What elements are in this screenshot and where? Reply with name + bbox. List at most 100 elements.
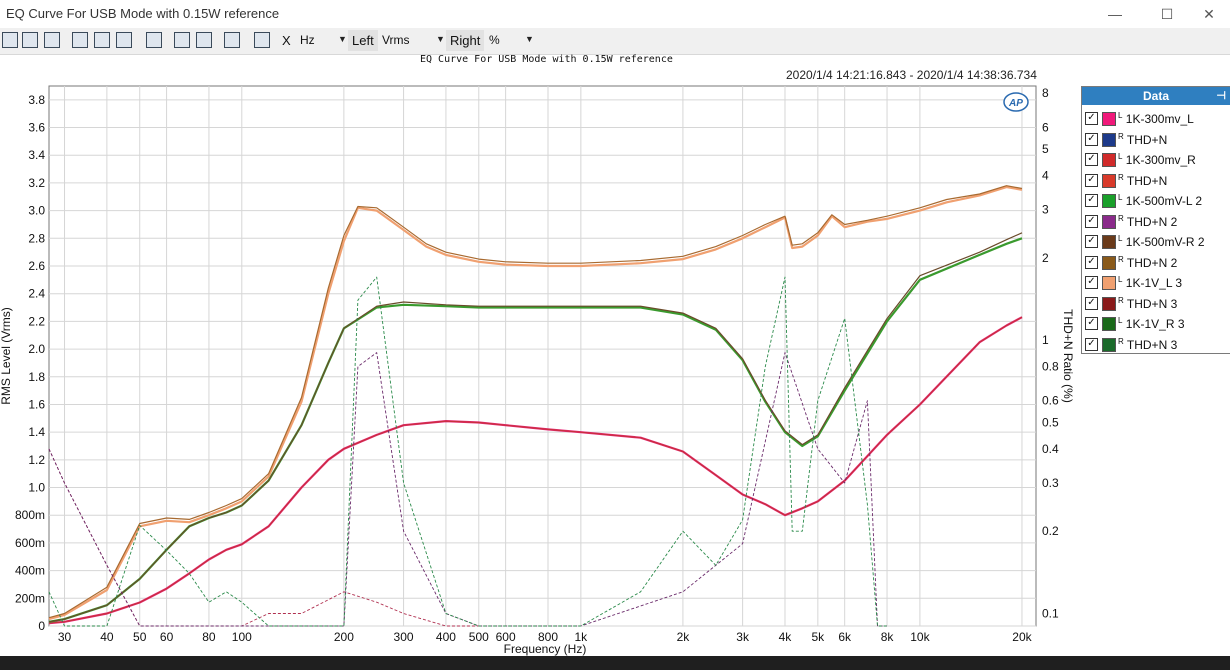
function-icon[interactable] bbox=[224, 32, 240, 48]
legend-checkbox[interactable]: ✓ bbox=[1085, 214, 1098, 228]
x-tick-label: 20k bbox=[1012, 630, 1032, 644]
legend-checkbox[interactable]: ✓ bbox=[1085, 296, 1098, 310]
pin-icon[interactable]: ⊣ bbox=[1216, 90, 1226, 102]
legend-checkbox[interactable]: ✓ bbox=[1085, 173, 1098, 187]
y-tick-label: 2.0 bbox=[28, 342, 45, 356]
legend-series-name: 1K-1V_L 3 bbox=[1122, 276, 1183, 290]
table-icon[interactable] bbox=[174, 32, 190, 48]
legend-item[interactable]: ✓ R THD+N 3 bbox=[1085, 335, 1229, 355]
legend-checkbox[interactable]: ✓ bbox=[1085, 317, 1098, 330]
y2-tick-label: 1 bbox=[1042, 333, 1049, 347]
legend-checkbox[interactable]: ✓ bbox=[1085, 337, 1098, 351]
legend-item[interactable]: ✓ L 1K-300mv_R bbox=[1085, 150, 1229, 170]
right-unit-chevron-down-icon[interactable]: ▼ bbox=[525, 34, 534, 44]
y-tick-label: 1.6 bbox=[28, 397, 45, 411]
right-unit-select[interactable]: % bbox=[489, 33, 500, 47]
x-axis-label: X bbox=[282, 33, 291, 48]
legend-color-swatch bbox=[1102, 276, 1116, 290]
y2-tick-label: 0.1 bbox=[1042, 606, 1059, 620]
legend-item[interactable]: ✓ R THD+N 3 bbox=[1085, 294, 1229, 314]
window-title: EQ Curve For USB Mode with 0.15W referen… bbox=[6, 6, 280, 21]
legend-checkbox[interactable]: ✓ bbox=[1085, 194, 1098, 207]
left-unit-chevron-down-icon[interactable]: ▼ bbox=[436, 34, 445, 44]
x-tick-label: 200 bbox=[334, 630, 354, 644]
legend-label: R THD+N bbox=[1118, 173, 1167, 188]
y2-tick-label: 3 bbox=[1042, 203, 1049, 217]
save-icon[interactable] bbox=[2, 32, 18, 48]
legend-series-name: THD+N 3 bbox=[1123, 296, 1178, 311]
legend-checkbox[interactable]: ✓ bbox=[1085, 276, 1098, 289]
x-tick-label: 50 bbox=[133, 630, 147, 644]
legend-color-swatch bbox=[1102, 153, 1116, 167]
legend-label: R THD+N 3 bbox=[1118, 337, 1177, 352]
plot-area bbox=[48, 85, 1037, 627]
legend-checkbox[interactable]: ✓ bbox=[1085, 112, 1098, 125]
legend-channel: L bbox=[1118, 193, 1123, 202]
x-tick-label: 100 bbox=[232, 630, 252, 644]
legend-color-swatch bbox=[1102, 296, 1116, 311]
zoom-icon[interactable] bbox=[72, 32, 88, 48]
legend-item[interactable]: ✓ L 1K-500mV-R 2 bbox=[1085, 232, 1229, 252]
crosshair-icon[interactable] bbox=[146, 32, 162, 48]
legend-header: Data ⊣ bbox=[1082, 87, 1230, 105]
x-tick-label: 500 bbox=[469, 630, 489, 644]
x-axis-title: Frequency (Hz) bbox=[504, 642, 587, 656]
legend-channel: R bbox=[1118, 131, 1124, 141]
print-icon[interactable] bbox=[44, 32, 60, 48]
y-tick-label: 200m bbox=[15, 591, 45, 605]
legend-series-name: 1K-300mv_L bbox=[1122, 112, 1194, 126]
legend-channel: L bbox=[1118, 111, 1123, 120]
x-unit-chevron-down-icon[interactable]: ▼ bbox=[338, 34, 347, 44]
data-legend-panel: Data ⊣ ✓ L 1K-300mv_L ✓ R THD+N ✓ L 1K-300mv_… bbox=[1081, 86, 1230, 354]
minimize-button[interactable]: — bbox=[1108, 6, 1122, 22]
x-unit-select[interactable]: Hz bbox=[300, 33, 315, 47]
legend-checkbox[interactable]: ✓ bbox=[1085, 255, 1098, 269]
fit-icon[interactable] bbox=[116, 32, 132, 48]
legend-color-swatch bbox=[1102, 235, 1116, 249]
y-tick-label: 2.2 bbox=[28, 314, 45, 328]
y2-tick-label: 0.3 bbox=[1042, 476, 1059, 490]
axis-ticks: 30 40 50 60 80 100 200 300 400 500 600 800 1k 2k 3k 4k 5… bbox=[15, 86, 1059, 644]
legend-item[interactable]: ✓ L 1K-1V_R 3 bbox=[1085, 314, 1229, 334]
close-button[interactable]: ✕ bbox=[1203, 6, 1215, 22]
legend-series-name: 1K-500mV-L 2 bbox=[1122, 194, 1203, 208]
left-unit-select[interactable]: Vrms bbox=[382, 33, 410, 47]
legend-item[interactable]: ✓ L 1K-500mV-L 2 bbox=[1085, 191, 1229, 211]
legend-color-swatch bbox=[1102, 337, 1116, 352]
legend-channel: L bbox=[1118, 316, 1123, 325]
legend-series-name: THD+N 2 bbox=[1123, 255, 1178, 270]
save-as-icon[interactable] bbox=[22, 32, 38, 48]
legend-item[interactable]: ✓ L 1K-300mv_L bbox=[1085, 109, 1229, 129]
legend-channel: L bbox=[1118, 152, 1123, 161]
legend-item[interactable]: ✓ R THD+N 2 bbox=[1085, 212, 1229, 232]
legend-item[interactable]: ✓ R THD+N bbox=[1085, 130, 1229, 150]
y-tick-label: 1.8 bbox=[28, 370, 45, 384]
y2-tick-label: 5 bbox=[1042, 142, 1049, 156]
legend-channel: R bbox=[1118, 172, 1124, 182]
legend-label: R THD+N 2 bbox=[1118, 255, 1177, 270]
x-tick-label: 40 bbox=[100, 630, 114, 644]
legend-checkbox[interactable]: ✓ bbox=[1085, 153, 1098, 166]
legend-item[interactable]: ✓ L 1K-1V_L 3 bbox=[1085, 273, 1229, 293]
x-tick-label: 3k bbox=[736, 630, 750, 644]
window-titlebar: EQ Curve For USB Mode with 0.15W referen… bbox=[0, 0, 1230, 28]
legend-checkbox[interactable]: ✓ bbox=[1085, 132, 1098, 146]
legend-item[interactable]: ✓ R THD+N bbox=[1085, 171, 1229, 191]
x-tick-label: 400 bbox=[436, 630, 456, 644]
legend-color-swatch bbox=[1102, 173, 1116, 188]
legend-series-name: 1K-1V_R 3 bbox=[1122, 317, 1185, 331]
y2-tick-label: 0.8 bbox=[1042, 360, 1059, 374]
legend-label: L 1K-300mv_R bbox=[1118, 152, 1196, 167]
settings-icon[interactable] bbox=[254, 32, 270, 48]
right-axis-button[interactable]: Right bbox=[446, 30, 485, 51]
graph-options-icon[interactable] bbox=[196, 32, 212, 48]
pan-icon[interactable] bbox=[94, 32, 110, 48]
legend-checkbox[interactable]: ✓ bbox=[1085, 235, 1098, 248]
legend-channel: L bbox=[1118, 275, 1123, 284]
left-axis-button[interactable]: Left bbox=[348, 30, 378, 51]
legend-item[interactable]: ✓ R THD+N 2 bbox=[1085, 253, 1229, 273]
legend-color-swatch bbox=[1102, 317, 1116, 331]
maximize-button[interactable]: ☐ bbox=[1160, 6, 1174, 22]
y-tick-label: 3.2 bbox=[28, 176, 45, 190]
